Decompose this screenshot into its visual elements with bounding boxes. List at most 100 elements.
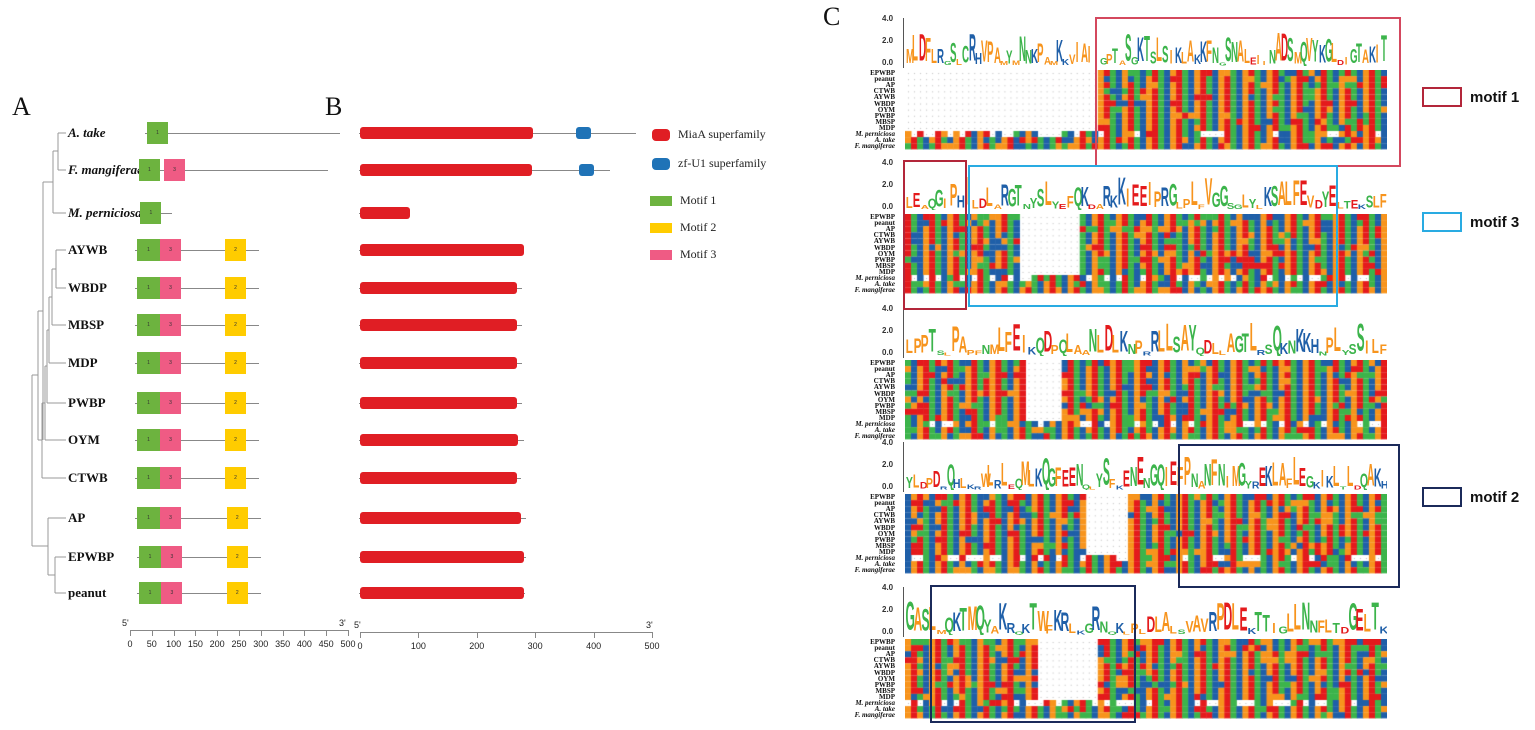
motif2-box <box>1178 444 1400 588</box>
alignment-row-label: peanut <box>874 75 895 84</box>
legend-item-motif2: Motif 2 <box>650 220 716 235</box>
logo-letter: E <box>1328 178 1337 210</box>
logo-letter: L <box>1154 611 1162 635</box>
logo-letter: I <box>943 195 947 210</box>
logo-letter: L <box>960 473 967 490</box>
logo-letter: E <box>1139 179 1147 210</box>
axis-tick <box>130 630 131 636</box>
motif-box-legend-3: motif 3 <box>1422 212 1519 232</box>
gene-line <box>135 478 259 479</box>
logo-letter: D <box>1104 316 1113 356</box>
logo-letter: A <box>959 331 968 356</box>
logo-letter: T <box>1029 594 1038 635</box>
logo-letter: D <box>1280 23 1288 66</box>
logo-letter: G <box>1324 30 1333 66</box>
motif-3-block: 3 <box>161 582 183 604</box>
logo-letter: K <box>1053 603 1062 635</box>
logo-letter: S <box>949 36 957 66</box>
alignment-row-label: M. perniciosa <box>855 420 895 428</box>
alignment-row-label: PWBP <box>874 401 895 410</box>
zf-u1-domain <box>579 164 594 176</box>
logo-letter: L <box>928 599 937 635</box>
logo-letter: K <box>1062 56 1070 66</box>
logo-letter: Q <box>1299 35 1308 66</box>
gene-line <box>135 440 259 441</box>
taxon-label: peanut <box>68 585 107 600</box>
logo-letter: L <box>1000 454 1008 490</box>
logo-letter: S <box>921 601 930 635</box>
motif-2-block: 2 <box>226 546 248 568</box>
logo-letter: N <box>1212 41 1220 66</box>
alignment-row-label: OYM <box>877 395 895 404</box>
alignment-row-label: CTWB <box>873 231 895 240</box>
logo-letter: L <box>1286 607 1294 635</box>
alignment-row-label: OYM <box>877 249 895 258</box>
logo-y-axis <box>903 587 904 637</box>
logo-letter: E <box>1068 461 1076 490</box>
logo-letter: Y <box>1341 347 1350 356</box>
logo-letter: A <box>1274 23 1282 66</box>
logo-letter: L <box>1330 36 1337 66</box>
logo-letter: K <box>1326 472 1334 490</box>
alignment-row-label: EPWBP <box>870 493 895 501</box>
logo-letter: S <box>1172 331 1181 356</box>
logo-letter: N <box>1230 35 1238 66</box>
miaa-domain <box>360 434 518 446</box>
logo-letter: K <box>1265 459 1273 490</box>
logo-letter: S <box>1226 200 1235 210</box>
axis-tick <box>173 630 175 636</box>
logo-letter: S <box>1264 341 1273 356</box>
logo-letter: K <box>1263 180 1272 210</box>
motif-2-block: 2 <box>225 429 246 451</box>
gene-line <box>135 288 259 289</box>
alignment-row-label: peanut <box>874 644 895 653</box>
logo-letter: T <box>1371 593 1379 635</box>
alignment-row-label: A. take <box>874 136 895 145</box>
logo-letter: I <box>1320 464 1324 490</box>
logo-letter: F <box>1210 450 1218 490</box>
logo-y-tick: 4.0 <box>882 158 894 167</box>
legend-swatch <box>650 195 672 206</box>
motif-2-block: 2 <box>225 239 246 261</box>
logo-letter: G <box>1149 457 1159 490</box>
logo-letter: L <box>1175 199 1183 210</box>
axis-tick <box>593 632 595 638</box>
logo-letter: A <box>993 203 1002 210</box>
logo-letter: N <box>1309 616 1319 635</box>
logo-letter: P <box>949 176 958 210</box>
axis-tick <box>304 630 306 636</box>
logo-letter: W <box>980 469 991 490</box>
alignment-row-label: MDP <box>879 547 895 556</box>
alignment-row-label: MDP <box>879 123 895 132</box>
alignment-row-label: MBSP <box>875 117 895 126</box>
logo-letter: G <box>943 60 952 66</box>
logo-letter: L <box>1346 459 1354 490</box>
motif-legend: Motif 1 Motif 2 Motif 3 <box>650 193 716 262</box>
logo-letter: D <box>1353 484 1362 490</box>
logo-letter: E <box>1061 464 1069 490</box>
alignment-row-label: M. perniciosa <box>855 130 895 138</box>
logo-letter: K <box>1076 629 1086 635</box>
logo-letter: K <box>952 606 961 635</box>
logo-letter: I <box>965 167 969 210</box>
logo-letter: N <box>1143 474 1151 490</box>
logo-letter: K <box>1055 31 1063 66</box>
logo-letter: T <box>1015 178 1023 210</box>
legend-item-motif3: Motif 3 <box>650 247 716 262</box>
alignment-row-label: AP <box>885 81 895 90</box>
logo-letter: S <box>1224 29 1232 66</box>
logo-letter: A <box>1237 33 1245 66</box>
logo-letter: M <box>905 44 915 66</box>
logo-letter: Q <box>1082 483 1091 490</box>
logo-letter: Y <box>1029 193 1038 210</box>
logo-letter: K <box>1373 462 1382 490</box>
alignment-row-label: EPWBP <box>870 638 895 646</box>
logo-letter: M <box>1293 48 1302 66</box>
logo-letter: V <box>1068 51 1075 66</box>
tick-label: 500 <box>340 639 356 649</box>
logo-letter: R <box>1251 479 1260 490</box>
logo-letter: I <box>1169 45 1172 66</box>
logo-letter: K <box>1312 480 1321 490</box>
legend-label: MiaA superfamily <box>678 127 766 141</box>
